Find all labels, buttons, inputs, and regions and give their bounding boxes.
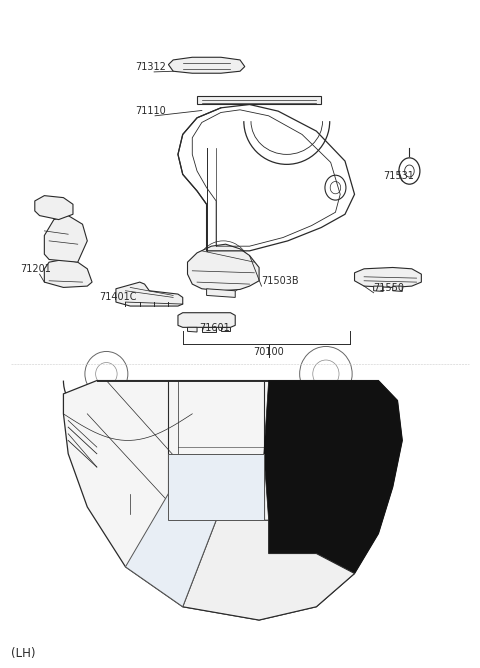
- Polygon shape: [44, 216, 87, 262]
- Text: (LH): (LH): [11, 647, 36, 660]
- Polygon shape: [35, 196, 73, 220]
- Polygon shape: [188, 327, 197, 332]
- Text: 71401C: 71401C: [99, 292, 137, 302]
- Polygon shape: [264, 381, 402, 600]
- Polygon shape: [168, 57, 245, 73]
- Polygon shape: [183, 520, 355, 620]
- Text: 71531: 71531: [383, 171, 414, 181]
- Text: 71110: 71110: [135, 106, 166, 116]
- Polygon shape: [206, 289, 235, 297]
- Text: 71312: 71312: [135, 62, 166, 72]
- Polygon shape: [188, 244, 259, 291]
- Polygon shape: [178, 313, 235, 327]
- Text: 71201: 71201: [21, 264, 51, 274]
- Polygon shape: [168, 454, 264, 520]
- Polygon shape: [202, 327, 216, 332]
- Polygon shape: [221, 327, 230, 331]
- Text: 71601: 71601: [199, 323, 230, 333]
- Polygon shape: [373, 286, 383, 291]
- Polygon shape: [125, 494, 216, 607]
- Polygon shape: [44, 259, 92, 287]
- Polygon shape: [355, 267, 421, 287]
- Text: 71550: 71550: [373, 283, 405, 293]
- Polygon shape: [393, 286, 402, 291]
- Polygon shape: [63, 381, 402, 620]
- Text: 70100: 70100: [253, 347, 284, 357]
- Polygon shape: [116, 282, 183, 306]
- Text: 71503B: 71503B: [262, 276, 299, 286]
- Polygon shape: [197, 96, 321, 104]
